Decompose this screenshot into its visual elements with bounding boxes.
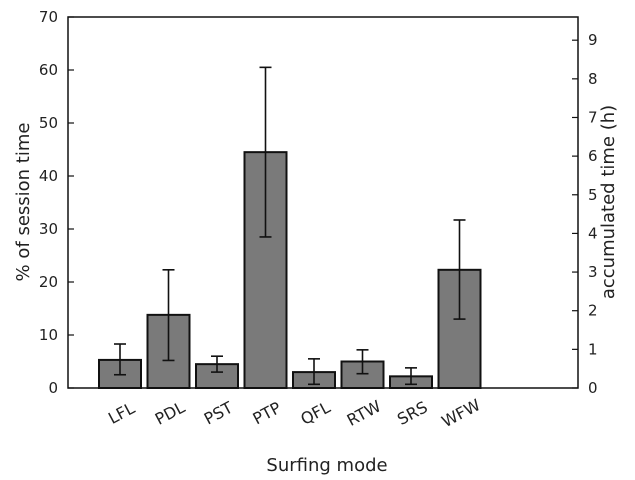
y-tick-label: 70 [39, 8, 58, 26]
y2-axis-title: accumulated time (h) [598, 105, 619, 299]
y2-tick-label: 7 [588, 108, 598, 126]
x-tick-label-pdl: PDL [152, 397, 188, 428]
axes-layer [67, 16, 579, 389]
y2-tick-label: 8 [588, 70, 598, 88]
bars-layer [98, 151, 482, 390]
y2-tick-label: 2 [588, 302, 598, 320]
error-bars-layer [114, 66, 466, 386]
y2-tick-label: 3 [588, 263, 598, 281]
x-tick-label-lfl: LFL [105, 398, 138, 428]
y-tick-label: 60 [39, 61, 58, 79]
y-axis-title: % of session time [13, 123, 34, 282]
y-tick-label: 50 [39, 114, 58, 132]
x-tick-label-qfl: QFL [297, 398, 333, 429]
y-tick-label: 20 [39, 273, 58, 291]
y2-tick-label: 9 [588, 31, 598, 49]
y-tick-label: 0 [48, 379, 58, 397]
y-tick-label: 40 [39, 167, 58, 185]
y2-tick-label: 1 [588, 340, 598, 358]
y-tick-label: 30 [39, 220, 58, 238]
x-tick-label-rtw: RTW [344, 396, 384, 430]
y2-tick-label: 0 [588, 379, 598, 397]
y-tick-label: 10 [39, 326, 58, 344]
y2-tick-label: 6 [588, 147, 598, 165]
x-tick-label-srs: SRS [394, 397, 431, 429]
y2-tick-label: 5 [588, 186, 598, 204]
y2-tick-label: 4 [588, 224, 598, 242]
x-tick-label-ptp: PTP [250, 398, 285, 429]
x-tick-label-wfw: WFW [438, 395, 483, 431]
plot-frame [67, 16, 579, 389]
x-tick-label-pst: PST [201, 398, 236, 429]
x-axis-title: Surfing mode [266, 455, 387, 476]
